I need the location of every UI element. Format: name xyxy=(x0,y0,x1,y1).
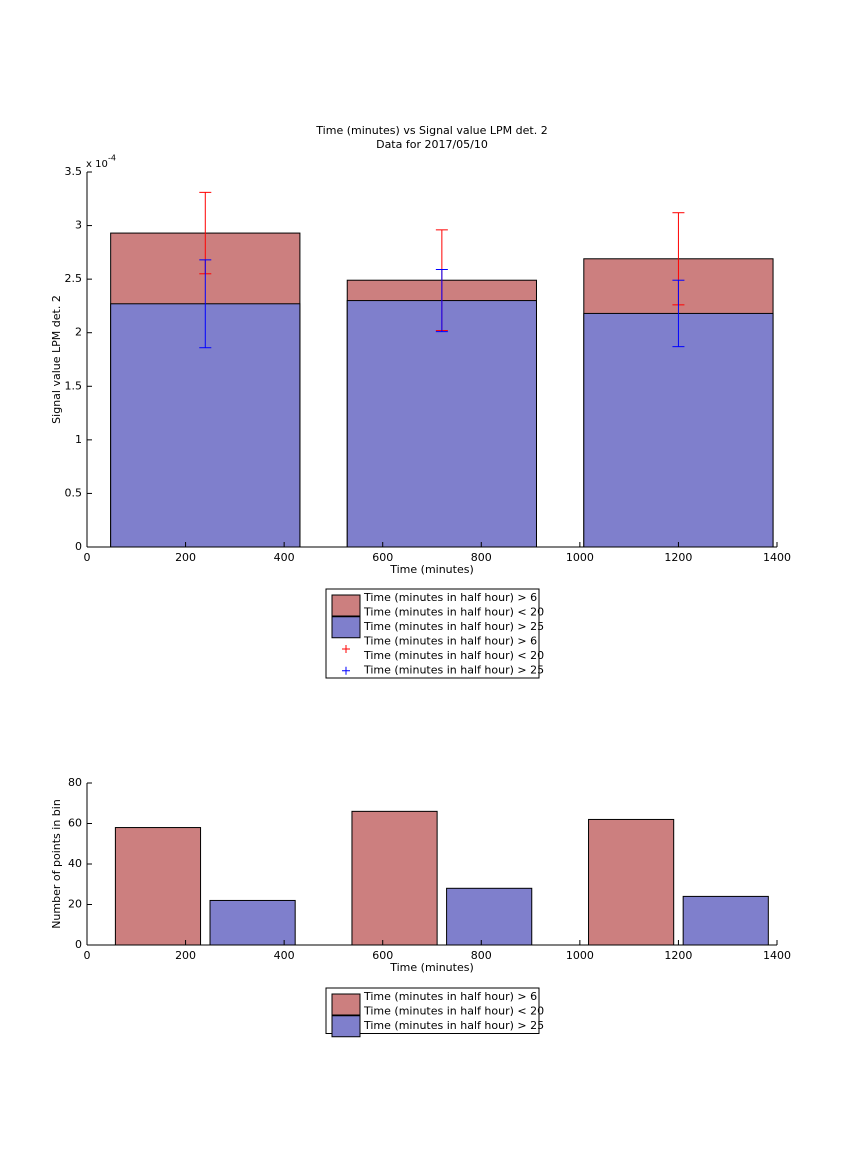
y-axis-label: Number of points in bin xyxy=(50,799,63,929)
legend-box xyxy=(325,588,540,679)
y-scale-label: x 10 xyxy=(86,159,108,170)
y-tick-label: 3 xyxy=(75,219,82,232)
x-tick-label: 0 xyxy=(84,551,91,564)
chart-subtitle: Data for 2017/05/10 xyxy=(376,138,488,151)
error-bar xyxy=(199,259,212,349)
y-tick-label: 1.5 xyxy=(65,379,83,392)
bar xyxy=(209,899,296,946)
x-tick-label: 600 xyxy=(372,551,393,564)
y-tick-label: 80 xyxy=(68,776,82,789)
legend-label: Time (minutes in half hour) > 25 xyxy=(363,620,544,633)
legend-swatch xyxy=(331,616,361,639)
x-tick-label: 0 xyxy=(84,949,91,962)
bar xyxy=(351,810,438,946)
y-tick-label: 0 xyxy=(75,540,82,553)
y-tick-label: 3.5 xyxy=(65,165,83,178)
x-tick-label: 200 xyxy=(175,949,196,962)
y-tick-label: 2 xyxy=(75,326,82,339)
y-scale-exponent: -4 xyxy=(108,154,116,163)
error-bar xyxy=(672,279,685,348)
legend-box xyxy=(325,987,540,1034)
y-tick-label: 20 xyxy=(68,898,82,911)
legend-swatch xyxy=(331,594,361,617)
y-tick-label: 60 xyxy=(68,817,82,830)
x-tick-label: 800 xyxy=(471,949,492,962)
x-tick-label: 1000 xyxy=(566,949,594,962)
x-axis-label: Time (minutes) xyxy=(389,563,474,576)
x-tick-label: 1400 xyxy=(763,551,791,564)
x-tick-label: 1200 xyxy=(664,949,692,962)
bar xyxy=(588,818,675,946)
bar xyxy=(682,895,769,946)
chart-title: Time (minutes) vs Signal value LPM det. … xyxy=(315,124,547,137)
legend-label: Time (minutes in half hour) > 25 xyxy=(363,664,544,677)
x-axis-label: Time (minutes) xyxy=(389,961,474,974)
y-tick-label: 1 xyxy=(75,433,82,446)
y-tick-label: 2.5 xyxy=(65,272,83,285)
legend-swatch xyxy=(331,1015,361,1038)
x-tick-label: 600 xyxy=(372,949,393,962)
legend-label: Time (minutes in half hour) > 6 Time (min… xyxy=(363,990,544,1018)
x-tick-label: 1200 xyxy=(664,551,692,564)
x-tick-label: 1000 xyxy=(566,551,594,564)
y-tick-label: 0 xyxy=(75,938,82,951)
y-tick-label: 0.5 xyxy=(65,486,83,499)
y-axis-label: Signal value LPM det. 2 xyxy=(50,295,63,424)
legend-swatch xyxy=(331,993,361,1016)
bar xyxy=(583,312,774,548)
error-bar xyxy=(435,269,448,333)
bar xyxy=(114,827,202,946)
legend: Time (minutes in half hour) > 6 Time (min… xyxy=(325,987,544,1038)
x-tick-label: 400 xyxy=(274,949,295,962)
x-tick-label: 400 xyxy=(274,551,295,564)
legend-label: Time (minutes in half hour) > 6 Time (min… xyxy=(363,635,544,663)
x-tick-label: 200 xyxy=(175,551,196,564)
y-tick-label: 40 xyxy=(68,857,82,870)
x-tick-label: 1400 xyxy=(763,949,791,962)
legend-label: Time (minutes in half hour) > 6 Time (min… xyxy=(363,591,544,619)
legend: Time (minutes in half hour) > 6 Time (min… xyxy=(325,588,544,679)
bar xyxy=(346,300,537,548)
legend-label: Time (minutes in half hour) > 25 xyxy=(363,1019,544,1032)
x-tick-label: 800 xyxy=(471,551,492,564)
bar xyxy=(446,887,533,946)
